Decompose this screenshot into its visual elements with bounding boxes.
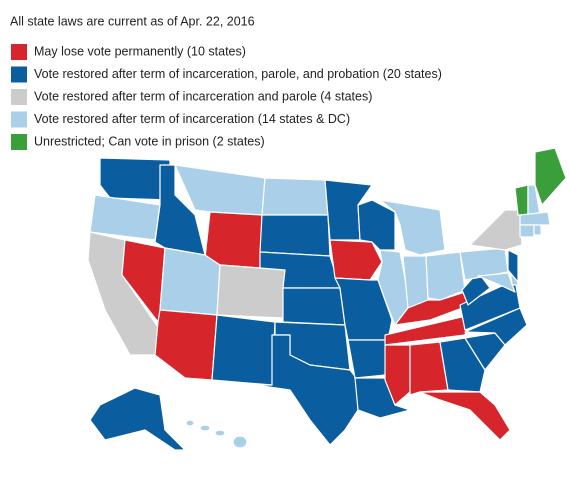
state (425, 251, 466, 301)
state (533, 224, 542, 236)
legend-swatch (11, 66, 27, 83)
state (377, 249, 411, 326)
state (459, 279, 521, 331)
state (477, 272, 516, 293)
legend-swatch (11, 44, 27, 60)
state (357, 199, 396, 251)
state (534, 147, 567, 206)
state (384, 344, 411, 406)
state (261, 177, 329, 216)
us-map (87, 147, 567, 451)
state (459, 247, 509, 281)
note: All state laws are current as of Apr. 22… (10, 14, 255, 28)
state (394, 291, 471, 326)
state (185, 419, 195, 427)
state (204, 211, 263, 269)
state (89, 387, 186, 451)
legend-swatch (11, 89, 27, 105)
legend-label: May lose vote permanently (10 states) (34, 44, 246, 58)
state (259, 214, 331, 257)
state (439, 337, 486, 393)
state (174, 164, 266, 216)
state (519, 211, 551, 226)
state (282, 287, 346, 326)
state (469, 209, 523, 251)
state (519, 224, 535, 238)
legend-swatch (11, 134, 27, 150)
state (232, 435, 248, 449)
legend-label: Vote restored after term of incarceratio… (34, 89, 372, 103)
state (89, 194, 161, 241)
state (402, 255, 429, 309)
state (329, 239, 383, 281)
legend-swatch (11, 111, 27, 128)
state (199, 424, 211, 432)
state (409, 341, 449, 396)
state (216, 264, 286, 319)
state (507, 249, 519, 283)
state (254, 334, 359, 446)
legend-label: Unrestricted; Can vote in prison (2 stat… (34, 134, 265, 148)
state (154, 309, 218, 381)
legend: May lose vote permanently (10 states) Vot… (11, 44, 442, 150)
state (419, 391, 511, 441)
state (347, 339, 389, 379)
state (214, 429, 226, 437)
state (384, 314, 471, 346)
state (99, 157, 171, 201)
state (379, 199, 446, 256)
legend-label: Vote restored after term of incarceratio… (34, 112, 350, 126)
state (514, 184, 529, 216)
state (211, 314, 276, 386)
legend-label: Vote restored after term of incarceratio… (34, 67, 442, 81)
